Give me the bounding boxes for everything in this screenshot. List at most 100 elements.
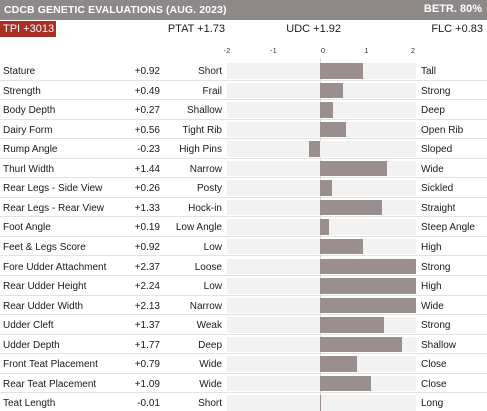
high-descriptor: Straight [421, 202, 456, 214]
high-descriptor: Close [421, 378, 447, 390]
row-divider [0, 99, 487, 101]
trait-value: +1.37 [134, 320, 160, 332]
x-tick-label: -2 [223, 46, 231, 55]
trait-value: +1.33 [134, 202, 160, 214]
row-divider [0, 79, 487, 81]
trait-bar [320, 278, 416, 294]
row-divider [0, 216, 487, 218]
trait-row: Rear Legs - Side View +0.26 Posty Sickled [0, 178, 487, 198]
high-descriptor: High [421, 281, 442, 293]
trait-row: Stature +0.92 Short Tall [0, 61, 487, 81]
row-divider [0, 372, 487, 374]
bar-track [227, 63, 416, 79]
low-descriptor: Short [198, 398, 222, 410]
trait-value: +2.13 [134, 300, 160, 312]
trait-value: +1.44 [134, 163, 160, 175]
low-descriptor: Wide [199, 378, 222, 390]
x-tick-label: -1 [270, 46, 277, 55]
trait-value: -0.01 [137, 398, 160, 410]
trait-bar [320, 121, 347, 138]
bar-track [227, 180, 416, 196]
bar-track [227, 258, 416, 274]
bar-track [227, 102, 416, 118]
trait-bar [320, 180, 333, 196]
trait-label: Rear Legs - Side View [3, 183, 103, 195]
high-descriptor: Strong [421, 85, 451, 97]
trait-bar [309, 141, 320, 157]
trait-row: Body Depth +0.27 Shallow Deep [0, 100, 487, 120]
low-descriptor: Narrow [189, 300, 222, 312]
trait-label: Udder Cleft [3, 320, 54, 332]
low-descriptor: Posty [196, 183, 222, 195]
trait-row: Foot Angle +0.19 Low Angle Steep Angle [0, 217, 487, 237]
trait-bar [320, 82, 343, 99]
row-divider [0, 275, 487, 276]
row-divider [0, 157, 487, 159]
trait-row: Feet & Legs Score +0.92 Low High [0, 237, 487, 257]
udc-value: UDC +1.92 [286, 23, 341, 35]
trait-label: Udder Depth [3, 339, 60, 351]
bar-track [227, 297, 416, 314]
low-descriptor: Low [203, 281, 222, 293]
header-bar: CDCB GENETIC EVALUATIONS (AUG. 2023) BET… [0, 0, 487, 20]
row-divider [0, 333, 487, 335]
bar-track [227, 82, 416, 99]
trait-label: Feet & Legs Score [3, 241, 86, 253]
trait-label: Foot Angle [3, 222, 51, 234]
trait-label: Rear Udder Width [3, 300, 84, 312]
trait-row: Udder Depth +1.77 Deep Shallow [0, 335, 487, 355]
trait-bar [320, 297, 416, 314]
trait-label: Rear Teat Placement [3, 378, 97, 390]
trait-row: Rear Legs - Rear View +1.33 Hock-in Straigh… [0, 198, 487, 218]
low-descriptor: Loose [194, 261, 222, 273]
high-descriptor: Long [421, 398, 444, 410]
low-descriptor: Wide [199, 359, 222, 371]
bar-track [227, 278, 416, 294]
trait-label: Thurl Width [3, 163, 55, 175]
reliability-label: BETR. 80% [423, 3, 482, 15]
row-divider [0, 255, 487, 257]
trait-bar [320, 219, 329, 235]
high-descriptor: Sickled [421, 183, 454, 195]
bar-track [227, 395, 416, 411]
row-divider [0, 118, 487, 120]
trait-value: +0.56 [134, 124, 160, 136]
trait-bar [320, 375, 371, 392]
bar-track [227, 317, 416, 333]
bar-track [227, 199, 416, 216]
bar-track [227, 160, 416, 177]
trait-label: Front Teat Placement [3, 359, 98, 371]
high-descriptor: Tall [421, 66, 437, 77]
trait-value: +1.09 [134, 378, 160, 390]
row-divider [0, 353, 487, 355]
trait-value: +0.27 [134, 105, 160, 117]
bar-track [227, 356, 416, 372]
trait-value: +2.37 [134, 261, 160, 273]
low-descriptor: Weak [196, 320, 222, 332]
high-descriptor: Deep [421, 105, 445, 117]
flc-value: FLC +0.83 [431, 23, 483, 35]
trait-value: +0.49 [134, 85, 160, 97]
trait-row: Teat Length -0.01 Short Long [0, 393, 487, 411]
row-divider [0, 294, 487, 296]
trait-label: Rear Legs - Rear View [3, 202, 104, 214]
low-descriptor: Hock-in [188, 202, 222, 214]
row-divider [0, 138, 487, 140]
high-descriptor: Open Rib [421, 124, 464, 136]
trait-bar [320, 258, 416, 274]
trait-label: Dairy Form [3, 124, 53, 136]
low-descriptor: Low Angle [175, 222, 222, 234]
trait-row: Thurl Width +1.44 Narrow Wide [0, 159, 487, 179]
bar-track [227, 238, 416, 255]
bar-track [227, 336, 416, 353]
low-descriptor: Frail [202, 85, 222, 97]
low-descriptor: Low [203, 241, 222, 253]
trait-label: Stature [3, 66, 36, 77]
trait-row: Rear Teat Placement +1.09 Wide Close [0, 374, 487, 394]
trait-value: +0.92 [134, 241, 160, 253]
low-descriptor: Short [198, 66, 222, 77]
trait-bar [320, 317, 384, 333]
trait-value: +1.77 [134, 339, 160, 351]
high-descriptor: Wide [421, 163, 444, 175]
high-descriptor: Shallow [421, 339, 457, 351]
